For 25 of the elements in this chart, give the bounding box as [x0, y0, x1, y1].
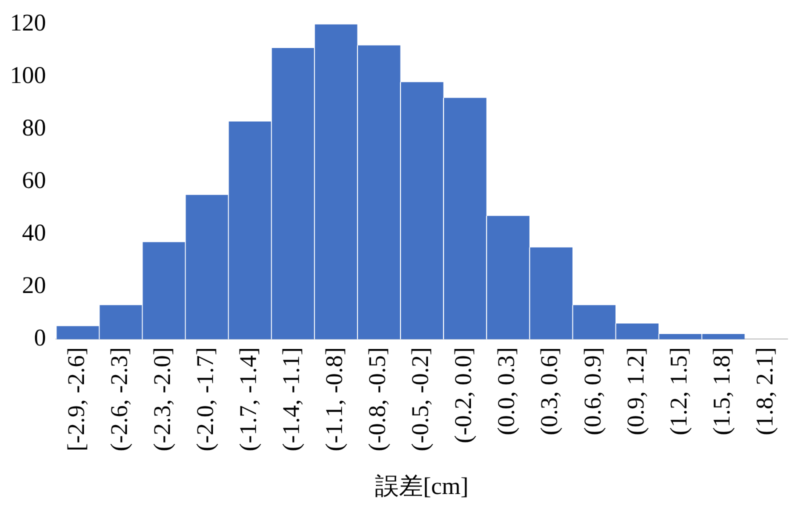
x-tick-label: (0.6, 0.9] — [580, 347, 606, 436]
x-tick-label: (-0.2, 0.0] — [451, 347, 478, 444]
x-tick-label: (1.8, 2.1] — [752, 347, 778, 436]
x-tick-label: (-1.7, -1.4] — [236, 347, 262, 452]
x-tick-label: (0.9, 1.2] — [623, 347, 650, 436]
x-tick-label: (1.2, 1.5] — [666, 347, 692, 436]
y-tick-label: 20 — [22, 273, 46, 300]
x-tick-label: (1.5, 1.8] — [709, 347, 736, 436]
x-tick-label: (0.3, 0.6] — [537, 347, 564, 436]
y-tick-label: 40 — [22, 220, 46, 247]
y-tick-label: 120 — [10, 10, 46, 37]
x-tick-label: (-1.1, -0.8] — [322, 347, 348, 452]
x-tick-label: (-2.0, -1.7] — [192, 347, 219, 452]
x-tick-label: [-2.9, -2.6] — [64, 347, 90, 452]
x-tick-label: (-0.5, -0.2] — [408, 347, 434, 452]
x-tick-label: (-0.8, -0.5] — [365, 347, 392, 452]
y-tick-label: 80 — [22, 116, 46, 142]
x-tick-label: (-1.4, -1.1] — [279, 347, 306, 452]
x-tick-label: (0.0, 0.3] — [494, 347, 520, 436]
y-tick-label: 60 — [22, 168, 46, 194]
x-tick-label: (-2.6, -2.3] — [106, 347, 133, 452]
x-axis-title: 誤差[cm] — [375, 474, 468, 500]
y-tick-label: 100 — [10, 63, 46, 90]
x-tick-label: (-2.3, -2.0] — [150, 347, 176, 452]
y-tick-label: 0 — [34, 326, 46, 352]
